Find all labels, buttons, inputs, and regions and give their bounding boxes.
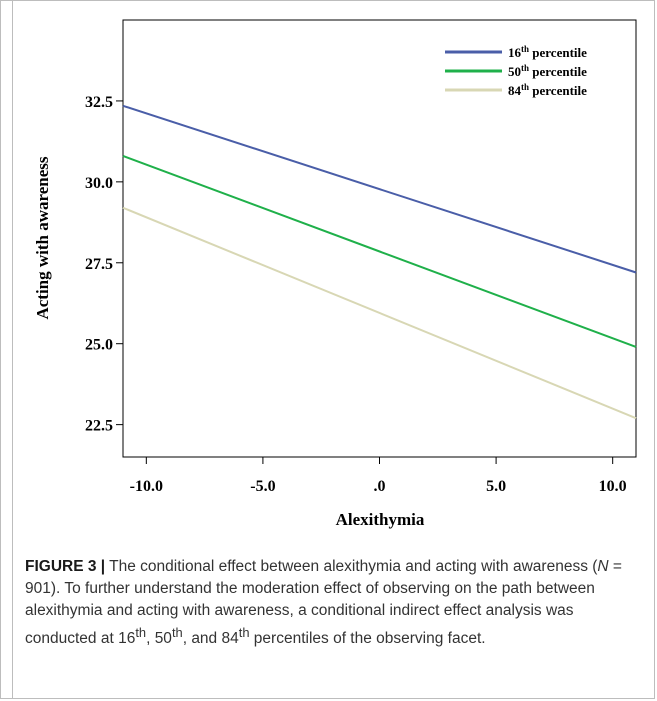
frame-left-rule	[12, 0, 13, 699]
y-axis-title: Acting with awareness	[33, 156, 52, 319]
legend-label: 84th percentile	[508, 82, 587, 98]
y-tick-label: 30.0	[85, 175, 113, 192]
caption-text-5: percentiles of the observing facet.	[249, 630, 486, 648]
caption-text-1: The conditional effect between alexithym…	[105, 558, 598, 575]
series-line	[122, 155, 637, 348]
caption-label: FIGURE 3 |	[25, 558, 106, 575]
caption-sup-2: th	[171, 625, 183, 640]
y-tick-label: 27.5	[85, 256, 113, 273]
y-axis: 22.5 25.0 27.5 30.0 32.5	[85, 94, 123, 435]
caption-sup-3: th	[238, 625, 250, 640]
legend-label: 16th percentile	[508, 44, 587, 60]
series-group	[122, 104, 637, 420]
x-tick-label: .0	[374, 478, 386, 495]
caption-text-2: = 901). To further understand the modera…	[25, 558, 622, 648]
y-tick-label: 22.5	[85, 418, 113, 435]
caption-rule	[12, 667, 13, 699]
caption-text-4: , and 84	[182, 630, 239, 648]
y-tick-label: 25.0	[85, 337, 113, 354]
legend: 16th percentile 50th percentile 84th perce…	[445, 44, 587, 98]
caption-sup-1: th	[135, 625, 147, 640]
y-tick-label: 32.5	[85, 94, 113, 111]
x-tick-label: -5.0	[250, 478, 275, 495]
caption-n-symbol: N	[597, 558, 609, 575]
caption-text-3: , 50	[146, 630, 172, 648]
line-chart: -10.0 -5.0.0 5.0 10.0 22.525.027.530.032.5 …	[33, 19, 637, 529]
x-axis: -10.0 -5.0 .0 5.0 10.0	[130, 457, 627, 495]
x-tick-label: 5.0	[486, 478, 506, 495]
x-tick-label: 10.0	[599, 478, 627, 495]
x-axis-title: Alexithymia	[336, 510, 425, 529]
legend-label: 50th percentile	[508, 63, 587, 79]
figure-caption: FIGURE 3 | The conditional effect betwee…	[25, 556, 635, 650]
x-tick-label: -10.0	[130, 478, 163, 495]
series-line	[122, 104, 637, 274]
series-line	[122, 206, 637, 420]
